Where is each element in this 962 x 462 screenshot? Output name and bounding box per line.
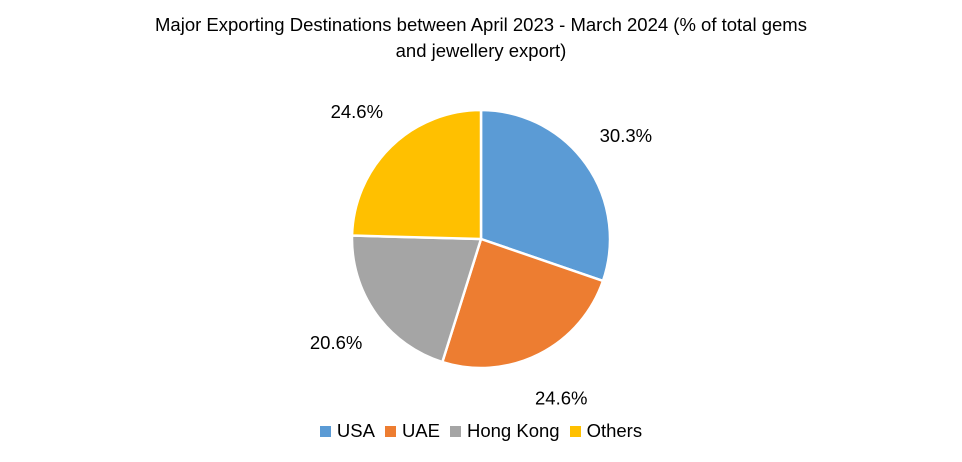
legend-swatch-hong-kong <box>449 425 461 437</box>
pie-slice-hong-kong <box>350 234 483 364</box>
legend-item-usa: USA <box>319 420 375 442</box>
data-label-hong-kong: 20.6% <box>310 332 362 353</box>
legend-label-others: Others <box>586 420 643 441</box>
legend-item-others: Others <box>569 420 643 442</box>
pie-slices <box>350 108 612 370</box>
data-label-others: 24.6% <box>331 101 383 122</box>
chart-legend: USA UAE Hong Kong Others <box>0 420 962 442</box>
legend-swatch-uae <box>384 425 396 437</box>
legend-item-hong-kong: Hong Kong <box>449 420 560 442</box>
pie-data-labels: 30.3% 24.6% 20.6% 24.6% <box>310 101 652 408</box>
legend-label-uae: UAE <box>401 420 440 441</box>
legend-swatch-usa <box>319 425 331 437</box>
pie-slice-uae <box>441 237 605 370</box>
data-label-usa: 30.3% <box>600 125 652 146</box>
legend-swatch-others <box>569 425 581 437</box>
legend-item-uae: UAE <box>384 420 440 442</box>
chart-title: Major Exporting Destinations between Apr… <box>0 12 962 64</box>
legend-label-usa: USA <box>336 420 375 441</box>
chart-title-line-2: and jewellery export) <box>395 40 567 61</box>
pie-slice-usa <box>479 108 612 283</box>
data-label-uae: 24.6% <box>535 387 587 408</box>
chart-title-line-1: Major Exporting Destinations between Apr… <box>155 14 807 35</box>
pie-slice-others <box>350 108 483 241</box>
legend-label-hong-kong: Hong Kong <box>466 420 560 441</box>
